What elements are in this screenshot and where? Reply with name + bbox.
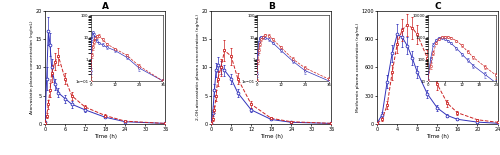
Title: A: A [102,2,108,11]
X-axis label: Time (h): Time (h) [94,134,116,139]
Y-axis label: Atorvastatin plasma concentration (ng/mL): Atorvastatin plasma concentration (ng/mL… [30,21,34,114]
Y-axis label: Metformin plasma concentration (ng/mL): Metformin plasma concentration (ng/mL) [356,23,360,112]
Title: C: C [434,2,440,11]
Title: B: B [268,2,274,11]
X-axis label: Time (h): Time (h) [260,134,283,139]
X-axis label: Time (h): Time (h) [426,134,449,139]
Y-axis label: 2-OH-atorvastatin plasma concentration (ng/mL): 2-OH-atorvastatin plasma concentration (… [196,14,200,120]
